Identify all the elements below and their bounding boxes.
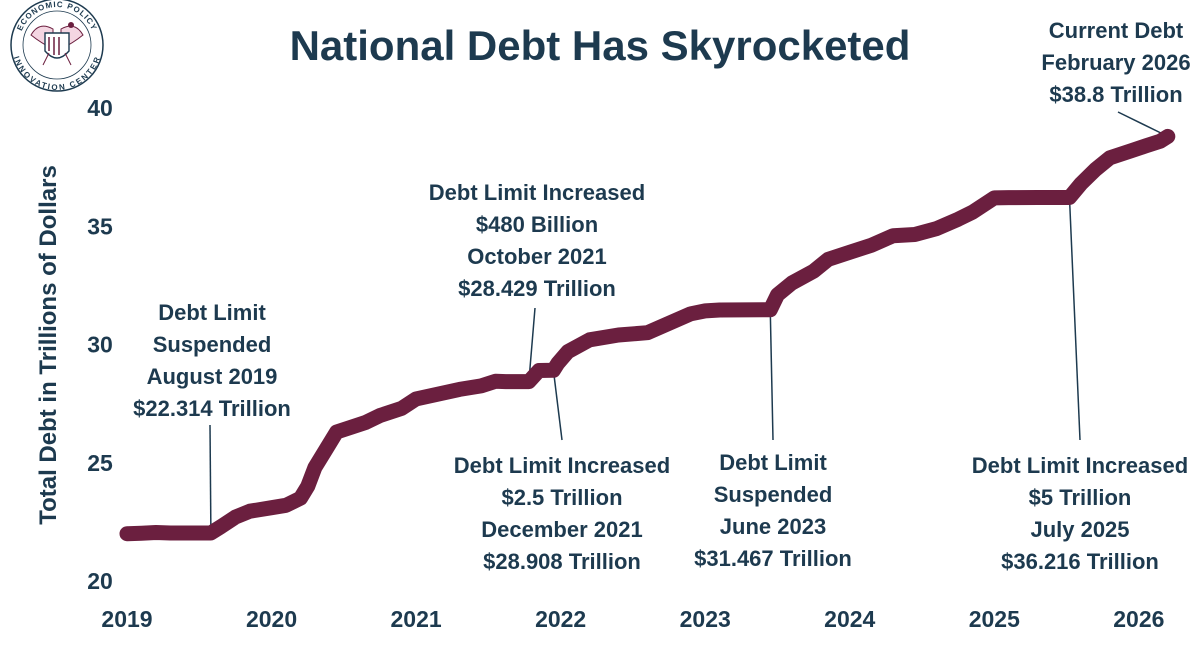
- annotation-leader-line: [1117, 111, 1169, 138]
- annotation-line: Debt Limit Increased: [972, 453, 1188, 478]
- x-tick-label: 2021: [391, 606, 442, 632]
- eagle-shield-icon: [30, 22, 84, 66]
- annotation-line: $31.467 Trillion: [694, 546, 852, 571]
- y-tick-label: 35: [87, 213, 113, 239]
- annotation-line: $38.8 Trillion: [1049, 82, 1182, 107]
- debt-series-line: [119, 128, 1176, 542]
- chart-title: National Debt Has Skyrocketed: [290, 22, 911, 69]
- annotation-line: $28.908 Trillion: [483, 549, 641, 574]
- annotation-leader-line: [209, 424, 212, 527]
- annotation-leader-line: [528, 307, 536, 382]
- x-tick-label: 2023: [680, 606, 731, 632]
- y-tick-label: 20: [87, 568, 113, 594]
- annotation-line: Debt Limit Increased: [429, 180, 645, 205]
- annotation-line: Debt Limit: [719, 450, 827, 475]
- annotation-line: Suspended: [714, 482, 833, 507]
- annotation-line: February 2026: [1041, 50, 1190, 75]
- epic-logo: ECONOMIC POLICY INNOVATION CENTER: [10, 0, 104, 92]
- y-tick-label: 30: [87, 332, 113, 358]
- annotation-line: August 2019: [147, 364, 278, 389]
- annotation-line: Debt Limit: [158, 300, 266, 325]
- annotations-group: Debt Limit Suspended August 2019 $22.314 Tr…: [133, 18, 1190, 574]
- annotation-line: Suspended: [153, 332, 272, 357]
- logo-inner-ring: [22, 10, 92, 80]
- annotation-line: December 2021: [481, 517, 642, 542]
- y-axis-label: Total Debt in Trillions of Dollars: [35, 165, 62, 525]
- y-tick-label: 25: [87, 450, 113, 476]
- annotation-line: Current Debt: [1049, 18, 1184, 43]
- annotation-line: July 2025: [1030, 517, 1129, 542]
- x-tick-label: 2026: [1113, 606, 1164, 632]
- annotation-leaders: [209, 111, 1169, 527]
- x-tick-label: 2025: [969, 606, 1020, 632]
- annotation-line: Debt Limit Increased: [454, 453, 670, 478]
- annotation-line: October 2021: [467, 244, 606, 269]
- series-group: [119, 128, 1176, 542]
- annotation-line: $28.429 Trillion: [458, 276, 616, 301]
- x-axis-ticks: 2019 2020 2021 2022 2023 2024 2025 2026: [101, 606, 1164, 632]
- annotation-line: $5 Trillion: [1029, 485, 1132, 510]
- annotation-line: June 2023: [720, 514, 826, 539]
- x-tick-label: 2019: [101, 606, 152, 632]
- annotation-line: $36.216 Trillion: [1001, 549, 1159, 574]
- annotation-leader-line: [552, 370, 563, 441]
- y-tick-label: 40: [87, 95, 113, 121]
- x-tick-label: 2022: [535, 606, 586, 632]
- annotation-line: $2.5 Trillion: [501, 485, 622, 510]
- annotation-line: $480 Billion: [476, 212, 598, 237]
- annotation-leader-line: [1068, 197, 1081, 441]
- x-tick-label: 2020: [246, 606, 297, 632]
- x-tick-label: 2024: [824, 606, 875, 632]
- annotation-leader-line: [769, 309, 774, 441]
- annotation-line: $22.314 Trillion: [133, 396, 291, 421]
- y-axis-ticks: 20 25 30 35 40: [87, 95, 113, 594]
